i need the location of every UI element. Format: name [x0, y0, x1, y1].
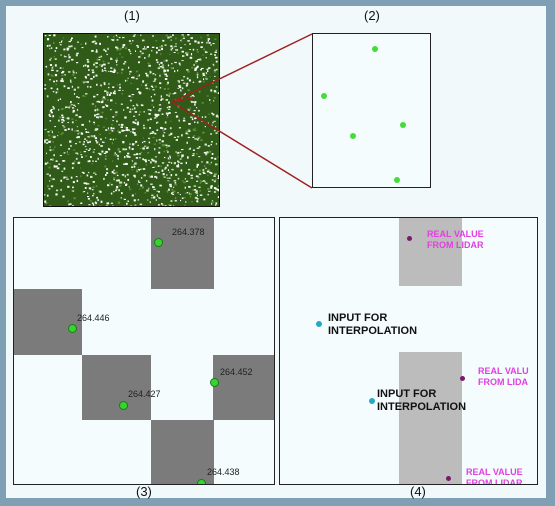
grid-cell: [151, 218, 214, 289]
input-label: INPUT FOR INTERPOLATION: [377, 388, 467, 413]
grid-cell: [14, 289, 82, 355]
input-point: [369, 398, 375, 404]
grid-values-panel: 264.378 264.446 264.427 264.452 264.438: [13, 217, 275, 485]
panel-3-label: (3): [136, 484, 152, 499]
lidar-point: [350, 133, 356, 139]
real-value-label: REAL VALUE FROM LIDAR: [466, 467, 523, 485]
point-value: 264.427: [128, 389, 161, 399]
real-value-point: [460, 376, 465, 381]
real-value-label: REAL VALUE FROM LIDAR: [427, 229, 484, 250]
lidar-point: [68, 324, 77, 333]
interpolation-panel: REAL VALUE FROM LIDAR INPUT FOR INTERPOL…: [279, 217, 538, 485]
panel-2-label: (2): [364, 8, 380, 23]
lidar-point: [154, 238, 163, 247]
grid-cell: [399, 218, 462, 286]
panel-1-label: (1): [124, 8, 140, 23]
grid-cell: [151, 420, 214, 484]
lidar-point: [394, 177, 400, 183]
point-value: 264.446: [77, 313, 110, 323]
zoomed-points-panel: [312, 33, 431, 188]
input-label: INPUT FOR INTERPOLATION: [328, 312, 418, 337]
real-value-point: [407, 236, 412, 241]
real-value-label: REAL VALU FROM LIDA: [478, 366, 529, 387]
lidar-point: [119, 401, 128, 410]
real-value-point: [446, 476, 451, 481]
lidar-point: [197, 479, 206, 484]
figure-frame: (1) (2) (3) (4) 264.378 264.446 264.427 …: [6, 6, 546, 499]
lidar-point: [372, 46, 378, 52]
point-value: 264.452: [220, 367, 253, 377]
lidar-point: [210, 378, 219, 387]
point-cloud-panel: [43, 33, 220, 207]
lidar-point: [321, 93, 327, 99]
input-point: [316, 321, 322, 327]
panel-4-label: (4): [410, 484, 426, 499]
grid-cell: [213, 355, 274, 420]
lidar-point: [400, 122, 406, 128]
grid-cell: [399, 352, 462, 484]
grid-cell: [82, 355, 151, 420]
point-value: 264.378: [172, 227, 205, 237]
point-cloud-texture: [44, 34, 219, 206]
point-value: 264.438: [207, 467, 240, 477]
